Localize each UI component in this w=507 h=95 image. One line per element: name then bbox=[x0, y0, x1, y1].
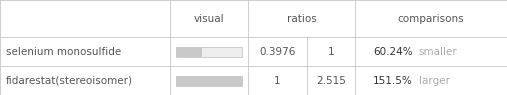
Text: larger: larger bbox=[419, 76, 450, 86]
Text: 151.5%: 151.5% bbox=[373, 76, 413, 86]
Text: 2.515: 2.515 bbox=[316, 76, 346, 86]
Bar bbox=[176, 76, 242, 86]
Text: comparisons: comparisons bbox=[397, 13, 464, 24]
Text: 60.24%: 60.24% bbox=[373, 47, 413, 57]
Text: fidarestat(stereoisomer): fidarestat(stereoisomer) bbox=[6, 76, 133, 86]
Text: 0.3976: 0.3976 bbox=[260, 47, 296, 57]
Text: selenium monosulfide: selenium monosulfide bbox=[6, 47, 121, 57]
Text: visual: visual bbox=[194, 13, 225, 24]
Bar bbox=[176, 47, 242, 57]
Bar bbox=[176, 76, 242, 86]
Text: 1: 1 bbox=[274, 76, 281, 86]
Text: ratios: ratios bbox=[287, 13, 316, 24]
Bar bbox=[176, 47, 202, 57]
Text: 1: 1 bbox=[328, 47, 334, 57]
Text: smaller: smaller bbox=[419, 47, 457, 57]
